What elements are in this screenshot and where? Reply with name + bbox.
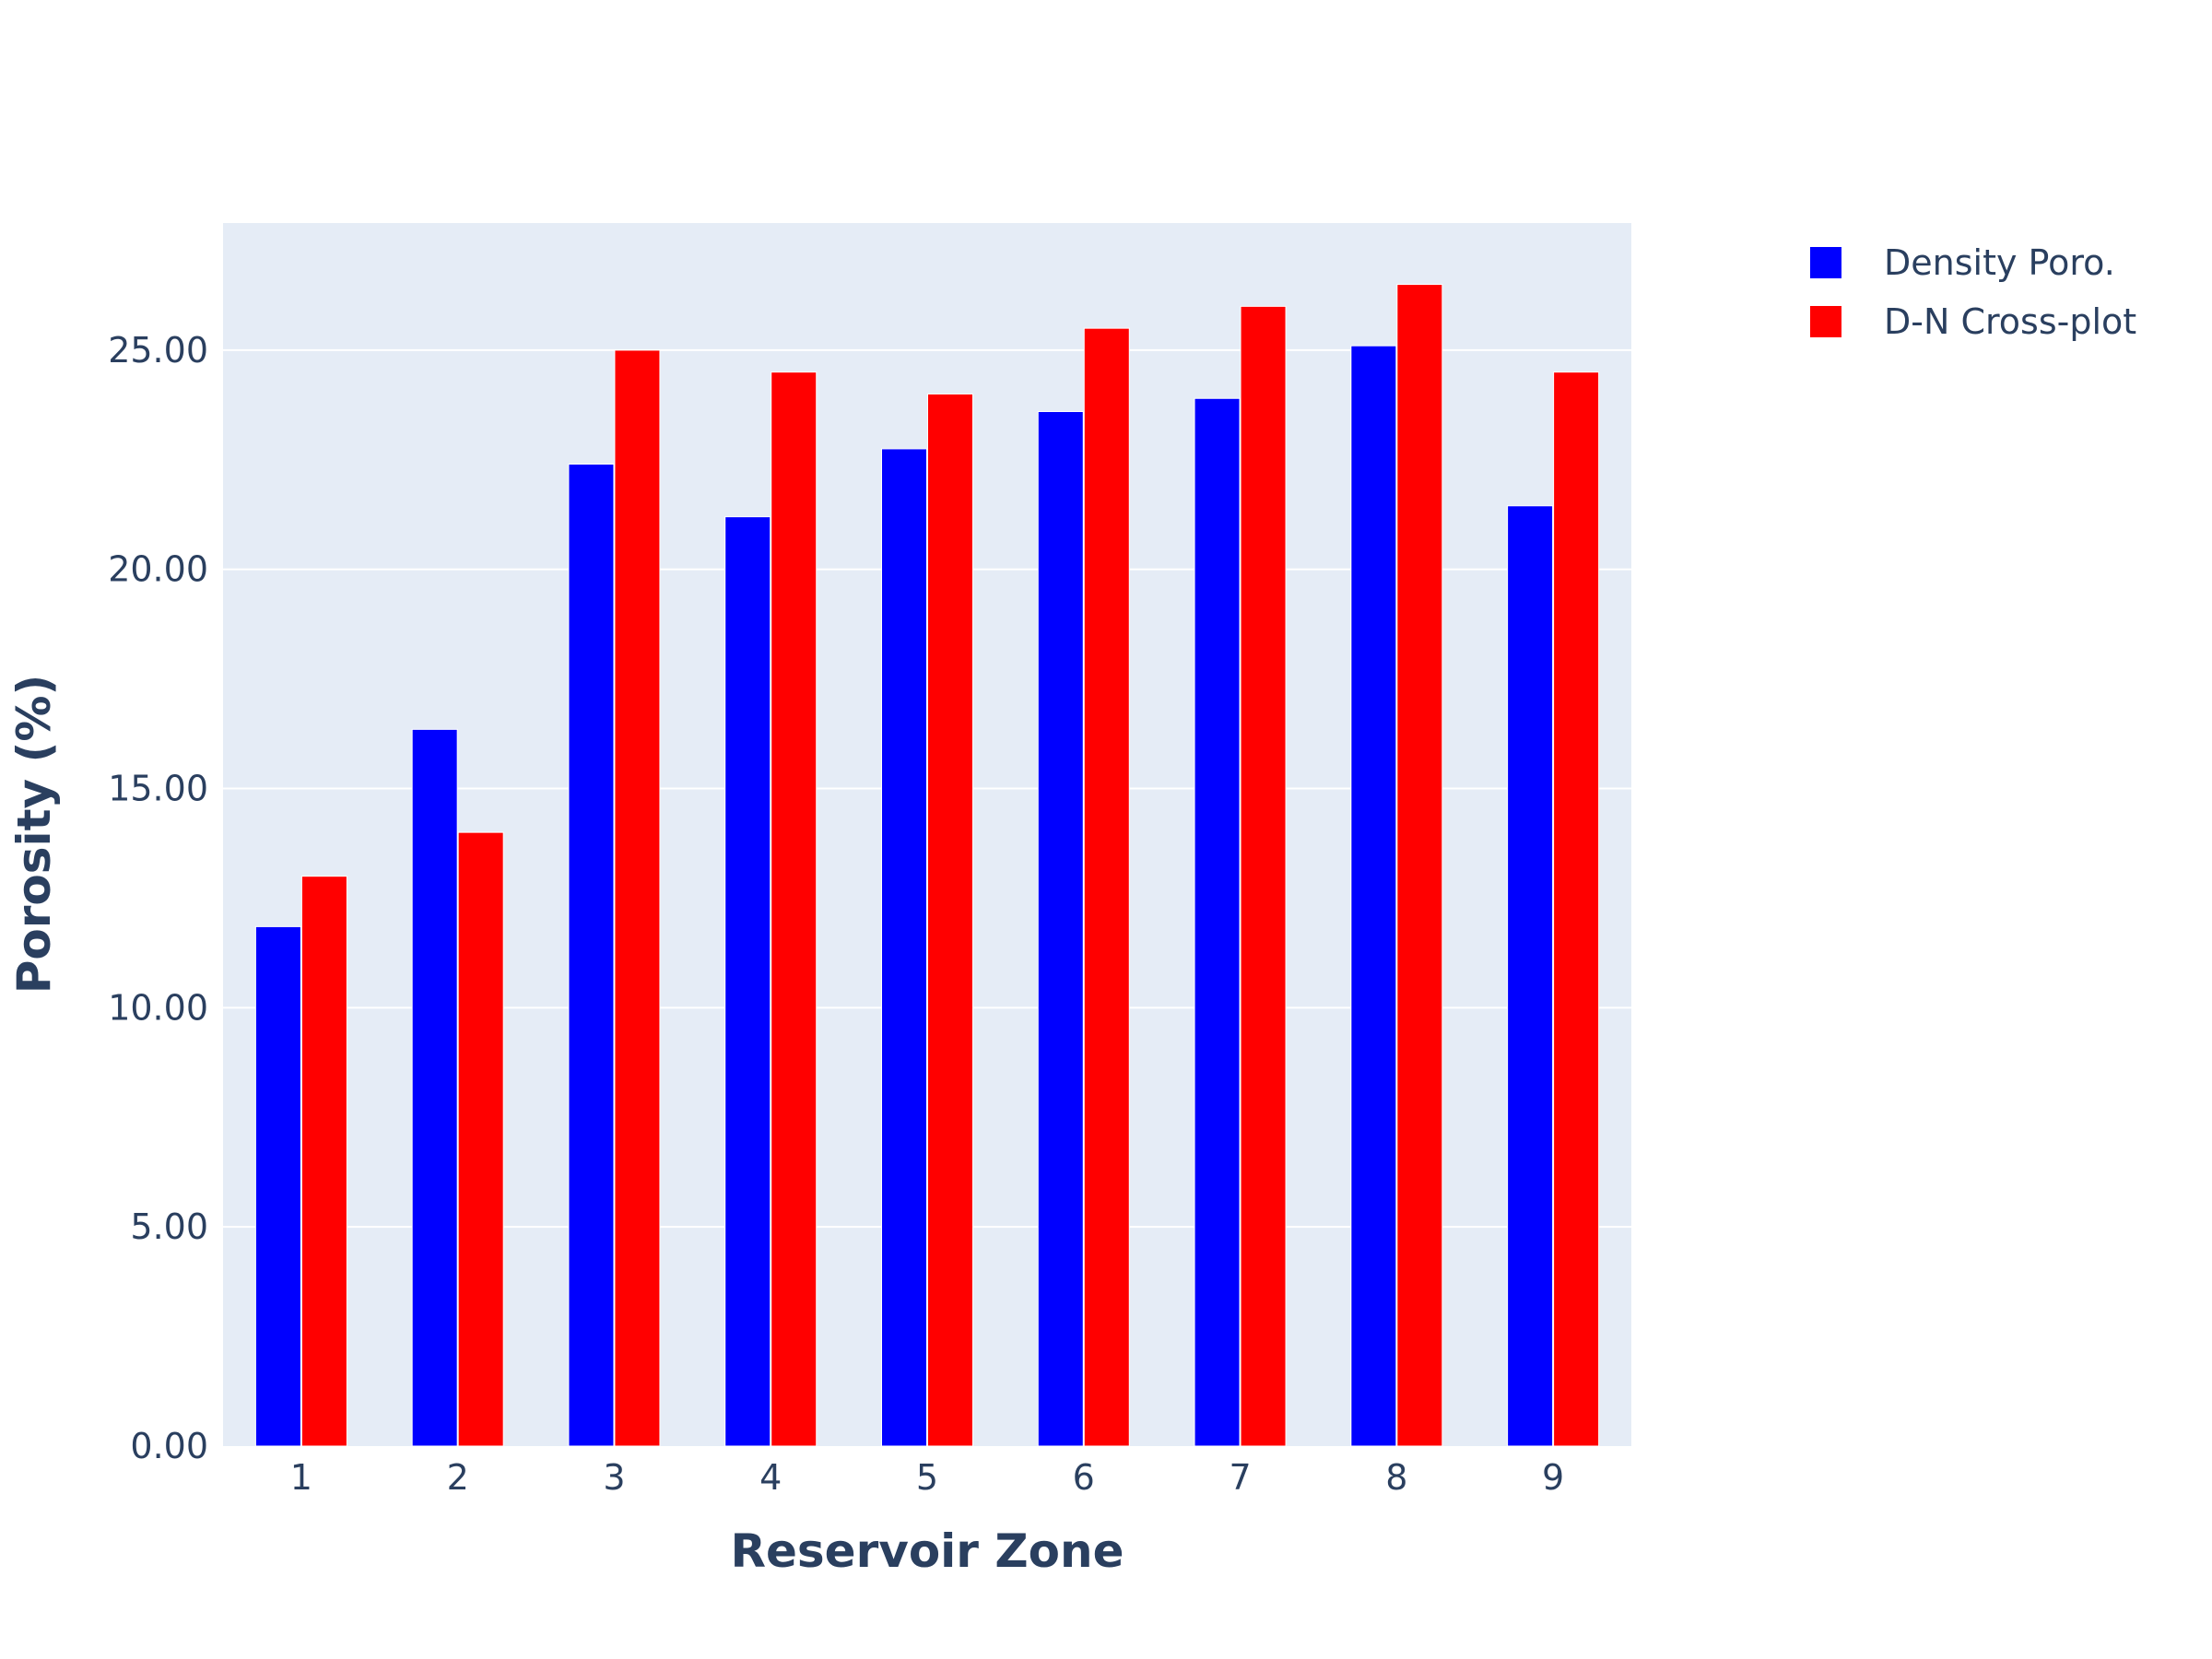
legend-item[interactable]: Density Poro. [1810, 242, 2115, 283]
x-tick-label: 4 [759, 1457, 782, 1498]
bar-dn-crossplot-zone-7[interactable] [1240, 305, 1287, 1447]
y-tick-label: 10.00 [108, 987, 208, 1028]
y-tick-label: 15.00 [108, 769, 208, 809]
bar-dn-crossplot-zone-1[interactable] [300, 876, 347, 1447]
bar-dn-crossplot-zone-8[interactable] [1396, 284, 1443, 1447]
legend-label: D-N Cross-plot [1884, 301, 2136, 342]
x-axis-title: Reservoir Zone [730, 1524, 1124, 1578]
bar-density-poro-zone-8[interactable] [1350, 345, 1397, 1447]
bar-density-poro-zone-1[interactable] [254, 925, 301, 1447]
bar-dn-crossplot-zone-4[interactable] [771, 371, 818, 1447]
x-tick-labels: 1 2 3 4 5 6 7 8 9 [290, 1457, 1564, 1498]
bar-density-poro-zone-9[interactable] [1507, 505, 1554, 1447]
y-tick-label: 0.00 [130, 1426, 208, 1466]
x-tick-label: 9 [1542, 1457, 1564, 1498]
bar-density-poro-zone-3[interactable] [568, 464, 615, 1447]
legend-swatch [1810, 306, 1841, 337]
bar-density-poro-zone-2[interactable] [411, 728, 458, 1447]
x-tick-label: 7 [1229, 1457, 1251, 1498]
y-axis-title: Porosity (%) [7, 675, 61, 994]
y-tick-labels: 0.00 5.00 10.00 15.00 20.00 25.00 [108, 330, 208, 1466]
legend-label: Density Poro. [1884, 242, 2115, 283]
bar-density-poro-zone-4[interactable] [724, 516, 771, 1447]
bar-dn-crossplot-zone-3[interactable] [614, 349, 661, 1447]
bar-dn-crossplot-zone-9[interactable] [1553, 371, 1600, 1447]
legend-swatch [1810, 247, 1841, 278]
bar-dn-crossplot-zone-2[interactable] [457, 831, 504, 1447]
legend[interactable]: Density Poro. D-N Cross-plot [1810, 242, 2136, 342]
bar-density-poro-zone-6[interactable] [1037, 411, 1084, 1447]
x-tick-label: 8 [1385, 1457, 1407, 1498]
bar-dn-crossplot-zone-6[interactable] [1083, 327, 1130, 1447]
y-tick-label: 25.00 [108, 330, 208, 371]
x-tick-label: 3 [603, 1457, 625, 1498]
bar-density-poro-zone-7[interactable] [1194, 397, 1241, 1447]
x-tick-label: 2 [447, 1457, 469, 1498]
x-tick-label: 1 [290, 1457, 312, 1498]
bar-dn-crossplot-zone-5[interactable] [927, 393, 973, 1447]
bar-density-poro-zone-5[interactable] [881, 448, 927, 1447]
y-tick-label: 20.00 [108, 549, 208, 590]
x-tick-label: 6 [1073, 1457, 1095, 1498]
y-tick-label: 5.00 [130, 1206, 208, 1247]
x-tick-label: 5 [916, 1457, 938, 1498]
legend-item[interactable]: D-N Cross-plot [1810, 301, 2136, 342]
bars [254, 284, 1600, 1447]
